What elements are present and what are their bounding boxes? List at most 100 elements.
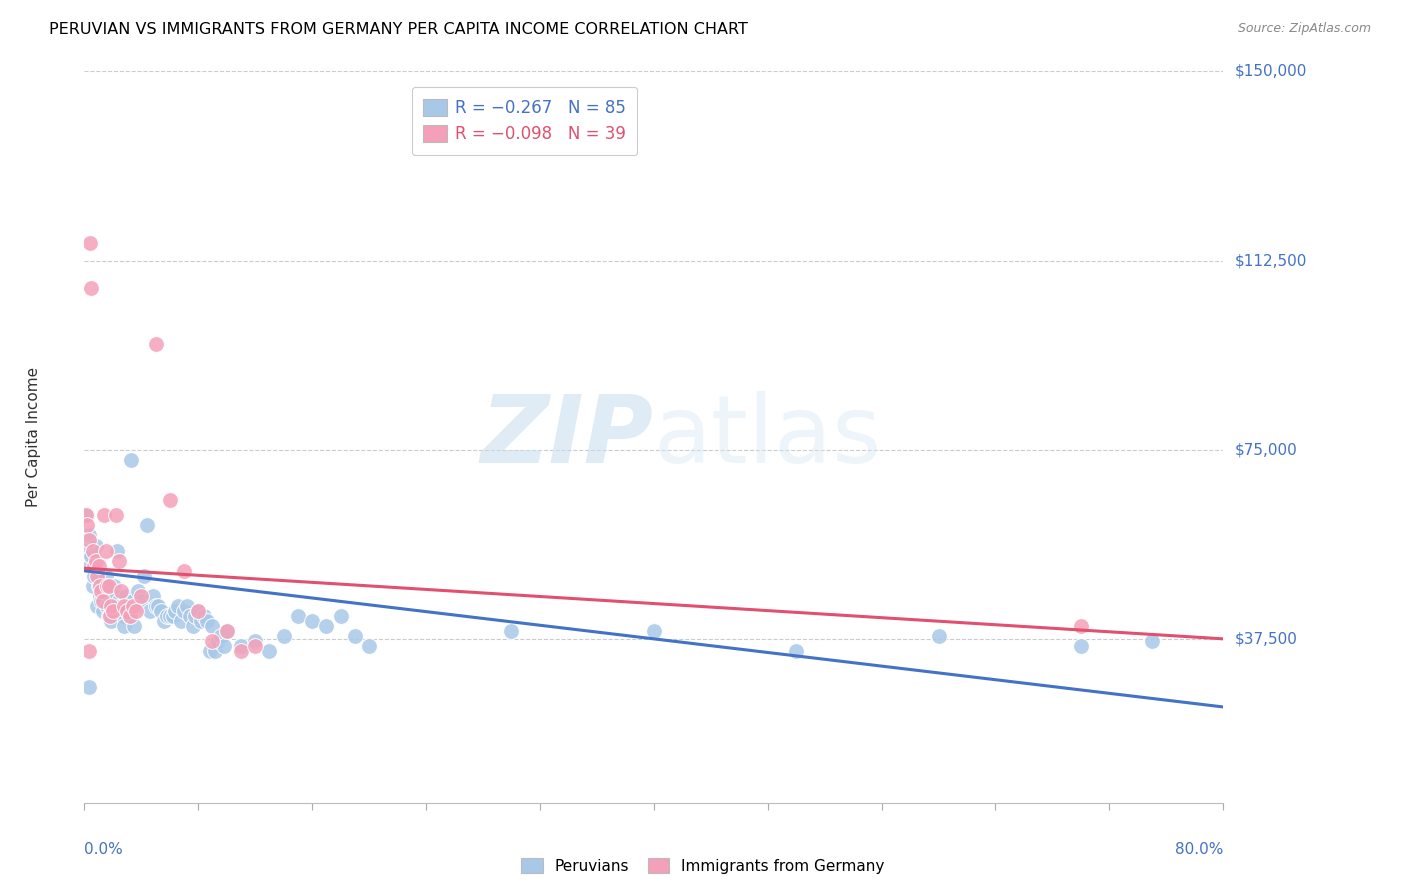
Point bbox=[114, 589, 136, 603]
Point bbox=[79, 235, 101, 250]
Point bbox=[179, 609, 201, 624]
Point bbox=[79, 558, 101, 573]
Point bbox=[94, 543, 117, 558]
Point bbox=[90, 594, 112, 608]
Point bbox=[229, 640, 252, 654]
Text: 0.0%: 0.0% bbox=[84, 842, 124, 856]
Point bbox=[76, 518, 98, 533]
Point bbox=[643, 624, 665, 639]
Point bbox=[167, 599, 190, 613]
Point bbox=[273, 629, 295, 643]
Point bbox=[136, 518, 159, 533]
Point bbox=[184, 609, 207, 624]
Point bbox=[96, 579, 118, 593]
Point bbox=[98, 609, 121, 624]
Point bbox=[315, 619, 337, 633]
Point bbox=[142, 589, 165, 603]
Point bbox=[120, 452, 142, 467]
Point bbox=[134, 569, 156, 583]
Point bbox=[928, 629, 950, 643]
Point bbox=[176, 599, 198, 613]
Point bbox=[104, 589, 127, 603]
Point bbox=[110, 599, 132, 613]
Point bbox=[77, 528, 100, 542]
Text: $112,500: $112,500 bbox=[1234, 253, 1306, 268]
Text: Source: ZipAtlas.com: Source: ZipAtlas.com bbox=[1237, 22, 1371, 36]
Point bbox=[156, 609, 179, 624]
Point bbox=[80, 549, 103, 563]
Point bbox=[139, 604, 162, 618]
Point bbox=[204, 644, 226, 658]
Point bbox=[107, 594, 129, 608]
Point bbox=[80, 281, 103, 295]
Point bbox=[84, 539, 107, 553]
Point bbox=[77, 533, 100, 548]
Point bbox=[82, 579, 104, 593]
Point bbox=[121, 594, 143, 608]
Legend: Peruvians, Immigrants from Germany: Peruvians, Immigrants from Germany bbox=[515, 852, 891, 880]
Point bbox=[150, 604, 173, 618]
Text: $75,000: $75,000 bbox=[1234, 442, 1298, 458]
Point bbox=[145, 599, 167, 613]
Point bbox=[159, 609, 181, 624]
Point bbox=[100, 599, 122, 613]
Text: atlas: atlas bbox=[654, 391, 882, 483]
Point bbox=[121, 599, 143, 613]
Point bbox=[93, 583, 115, 598]
Point bbox=[83, 558, 105, 573]
Point bbox=[97, 579, 120, 593]
Point bbox=[89, 589, 111, 603]
Point bbox=[115, 604, 138, 618]
Point bbox=[198, 644, 221, 658]
Point bbox=[118, 609, 141, 624]
Point bbox=[181, 619, 204, 633]
Point bbox=[94, 569, 117, 583]
Point bbox=[77, 644, 100, 658]
Point bbox=[84, 554, 107, 568]
Point bbox=[75, 508, 97, 523]
Point bbox=[201, 619, 224, 633]
Point bbox=[165, 604, 187, 618]
Point bbox=[785, 644, 807, 658]
Point bbox=[215, 624, 238, 639]
Point bbox=[118, 609, 141, 624]
Point bbox=[212, 640, 235, 654]
Point bbox=[89, 579, 111, 593]
Point bbox=[83, 569, 105, 583]
Point bbox=[107, 554, 129, 568]
Point bbox=[97, 609, 120, 624]
Point bbox=[86, 569, 108, 583]
Point bbox=[287, 609, 309, 624]
Point bbox=[101, 599, 124, 613]
Point bbox=[1070, 619, 1092, 633]
Point bbox=[104, 508, 127, 523]
Point bbox=[101, 604, 124, 618]
Point bbox=[131, 594, 153, 608]
Text: $37,500: $37,500 bbox=[1234, 632, 1298, 647]
Point bbox=[301, 614, 323, 628]
Point bbox=[82, 543, 104, 558]
Point bbox=[1140, 634, 1163, 648]
Point bbox=[98, 589, 121, 603]
Point bbox=[76, 508, 98, 523]
Point bbox=[215, 624, 238, 639]
Text: 80.0%: 80.0% bbox=[1175, 842, 1223, 856]
Point bbox=[343, 629, 366, 643]
Point bbox=[173, 564, 195, 578]
Point bbox=[201, 634, 224, 648]
Point bbox=[105, 543, 128, 558]
Point bbox=[75, 543, 97, 558]
Point bbox=[100, 614, 122, 628]
Text: PERUVIAN VS IMMIGRANTS FROM GERMANY PER CAPITA INCOME CORRELATION CHART: PERUVIAN VS IMMIGRANTS FROM GERMANY PER … bbox=[49, 22, 748, 37]
Point bbox=[124, 599, 146, 613]
Text: ZIP: ZIP bbox=[481, 391, 654, 483]
Point bbox=[187, 604, 209, 618]
Point bbox=[195, 614, 218, 628]
Point bbox=[173, 604, 195, 618]
Point bbox=[209, 629, 232, 643]
Point bbox=[245, 640, 267, 654]
Point bbox=[329, 609, 352, 624]
Point bbox=[124, 604, 146, 618]
Legend: R = −0.267   N = 85, R = −0.098   N = 39: R = −0.267 N = 85, R = −0.098 N = 39 bbox=[412, 87, 637, 155]
Point bbox=[245, 634, 267, 648]
